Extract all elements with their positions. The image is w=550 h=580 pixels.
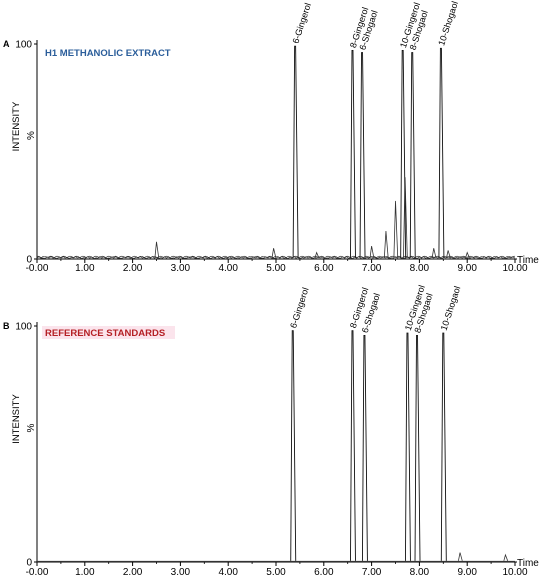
- y-axis-unit: %: [26, 423, 37, 432]
- minor-peak: [314, 251, 320, 259]
- peak-label: 10-Shogaol: [436, 0, 460, 47]
- peak-line: [440, 332, 447, 561]
- minor-peak: [458, 552, 463, 561]
- x-tick-label: -0.00: [26, 263, 49, 274]
- minor-peak: [431, 248, 437, 259]
- y-tick-label: 0: [26, 255, 32, 266]
- x-tick-label: -0.00: [26, 567, 49, 578]
- peak-line: [292, 45, 299, 258]
- x-tick-label: 2.00: [123, 263, 143, 274]
- peak-line: [290, 330, 297, 561]
- x-tick-label: 4.00: [218, 263, 238, 274]
- peak-label: 6-Gingerol: [288, 286, 310, 329]
- x-tick-label: 8.00: [410, 567, 430, 578]
- minor-peak: [383, 231, 389, 258]
- x-tick-label: 4.00: [218, 567, 238, 578]
- x-tick-label: 7.00: [362, 263, 382, 274]
- x-axis-label: Time: [517, 558, 539, 569]
- y-axis-label: INTENSITY: [11, 101, 22, 151]
- peak-line: [438, 47, 445, 258]
- peak-line: [400, 50, 407, 258]
- x-tick-label: 6.00: [314, 263, 334, 274]
- chromatogram-panel-a: A H1 METHANOLIC EXTRACT 100 0 INTENSITY % -0.0…: [3, 0, 539, 274]
- panel-title: H1 METHANOLIC EXTRACT: [45, 48, 171, 59]
- title-highlight: [42, 326, 175, 339]
- peak-line: [405, 332, 411, 561]
- x-tick-label: 2.00: [123, 567, 143, 578]
- x-tick-label: 1.00: [75, 567, 95, 578]
- y-tick-label: 100: [15, 40, 32, 51]
- panel-letter: A: [3, 39, 10, 49]
- x-tick-label: 6.00: [314, 567, 334, 578]
- x-tick-label: 1.00: [75, 263, 95, 274]
- x-axis-label: Time: [517, 255, 539, 266]
- peak-line: [361, 334, 368, 561]
- minor-peak: [503, 553, 509, 561]
- x-tick-label: 9.00: [457, 263, 477, 274]
- peak-label: 6-Gingerol: [291, 2, 313, 45]
- panel-letter: B: [3, 321, 10, 331]
- x-tick-label: 10.00: [502, 263, 527, 274]
- y-tick-label: 100: [15, 322, 32, 333]
- x-tick-label: 10.00: [502, 567, 527, 578]
- y-axis-label: INTENSITY: [11, 394, 22, 444]
- chromatogram-panel-b: B REFERENCE STANDARDS 100 0 INTENSITY % -0.00 1…: [3, 284, 539, 578]
- minor-peak: [465, 251, 470, 259]
- x-tick-label: 5.00: [266, 263, 286, 274]
- peak-line: [359, 52, 366, 258]
- minor-peak: [154, 241, 160, 258]
- minor-peak: [393, 200, 399, 258]
- minor-peak: [271, 248, 277, 259]
- minor-peak: [369, 246, 375, 258]
- peak-line: [350, 330, 356, 561]
- y-tick-label: 0: [26, 558, 32, 569]
- x-tick-label: 9.00: [457, 567, 477, 578]
- x-tick-label: 7.00: [362, 567, 382, 578]
- y-axis-unit: %: [26, 131, 37, 140]
- x-tick-label: 5.00: [266, 567, 286, 578]
- minor-peak: [446, 250, 451, 259]
- x-tick-label: 8.00: [410, 263, 430, 274]
- peak-line: [350, 50, 356, 258]
- overlay-trace: [36, 255, 516, 259]
- x-tick-label: 3.00: [171, 567, 191, 578]
- peak-label: 10-Shogaol: [439, 285, 463, 332]
- panel-title: REFERENCE STANDARDS: [45, 328, 165, 339]
- x-tick-label: 3.00: [171, 263, 191, 274]
- peak-line: [414, 334, 421, 561]
- peak-line: [409, 52, 416, 258]
